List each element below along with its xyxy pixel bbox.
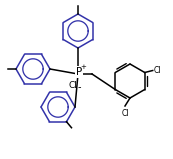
Text: Cl: Cl [121,109,129,118]
Text: Cl: Cl [69,80,78,90]
Text: +: + [80,64,86,70]
Text: P: P [76,67,82,77]
Text: -: - [77,82,81,92]
Text: Cl: Cl [154,66,161,75]
